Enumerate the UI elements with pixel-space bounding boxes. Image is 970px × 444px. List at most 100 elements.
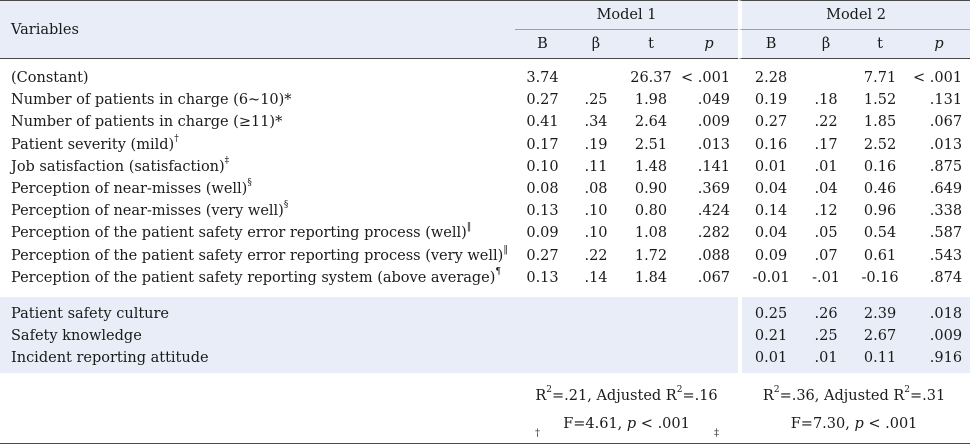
- m2-cell: .013: [929, 136, 963, 153]
- m2-cell: 0.16: [863, 158, 897, 175]
- m1-cell: 0.90: [634, 181, 668, 198]
- m2-cell: 0.27: [738, 111, 800, 134]
- m1-cell: < .001: [681, 70, 731, 87]
- table-row: Perception of the patient safety error r…: [0, 244, 970, 267]
- m2-cell: .22: [814, 114, 838, 131]
- m1-cell: .013: [697, 136, 731, 153]
- m1-cell: 1.48: [634, 158, 668, 175]
- model2-f: F=7.30, p < .001: [738, 409, 970, 444]
- footnote-mark: †: [174, 133, 179, 144]
- col-beta-m1: β: [570, 29, 622, 59]
- m2-cell: 0.54: [863, 225, 897, 242]
- table-row: Perception of near-misses (well)§ 0.08 .08…: [0, 177, 970, 201]
- variable-label: (Constant): [0, 67, 515, 89]
- m1-cell: 2.51: [634, 136, 668, 153]
- footnote-mark: ‖: [503, 244, 508, 255]
- m1-cell: .049: [697, 92, 731, 109]
- m2-cell: 7.71: [863, 70, 897, 87]
- variable-label: Number of patients in charge (6~10)*: [0, 89, 515, 111]
- col-beta-m2: β: [800, 29, 853, 59]
- m1-cell: 1.98: [634, 92, 668, 109]
- m1-cell: 0.80: [634, 203, 668, 220]
- footnote-mark: §: [247, 178, 252, 189]
- m1-cell: .424: [697, 203, 731, 220]
- table-row: Number of patients in charge (≥11)* 0.41.…: [0, 111, 970, 134]
- col-t-m1: t: [622, 29, 680, 59]
- m2-cell: 0.96: [863, 203, 897, 220]
- m1-empty-cell: [570, 346, 622, 373]
- m2-cell: 0.11: [852, 346, 909, 373]
- m1-cell: .141: [697, 158, 731, 175]
- variable-text: Perception of the patient safety error r…: [11, 225, 467, 242]
- m1-cell: 0.27: [526, 247, 559, 264]
- m2-cell: .01: [814, 158, 838, 175]
- footnote-mark: §: [283, 200, 289, 211]
- footnote-mark: ‡: [224, 155, 230, 166]
- block2-rows: Patient safety culture 0.25.26 2.39.018 Saf…: [0, 296, 970, 373]
- model1-header: Model 1: [515, 0, 739, 29]
- m2-cell: .018: [908, 296, 970, 325]
- m2-cell: .874: [929, 269, 963, 286]
- m1-empty-cell: [570, 324, 622, 347]
- m1-cell: .009: [697, 114, 731, 131]
- variable-label: Number of patients in charge (≥11)*: [0, 111, 515, 133]
- m1-empty-cell: [515, 296, 570, 325]
- m2-cell: 0.19: [738, 89, 800, 112]
- variable-label: Job satisfaction (satisfaction)‡: [0, 156, 515, 178]
- m1-cell: 3.74: [526, 70, 559, 87]
- col-p-m2: p: [908, 29, 970, 59]
- m1-cell: 0.08: [526, 181, 559, 198]
- table-row: Patient severity (mild)† 0.17 .19 2.51 .013 0…: [0, 133, 970, 156]
- m1-cell: 1.84: [634, 269, 668, 286]
- table-row: Perception of the patient safety error r…: [0, 222, 970, 245]
- m1-cell: 0.13: [526, 269, 559, 286]
- model-fit-row: R2=.21, Adjusted R2=.16 R2=.36, Adjusted…: [0, 381, 970, 409]
- footnote-mark: ¶: [495, 266, 502, 277]
- m2-cell: -0.16: [861, 269, 899, 286]
- col-t-m2: t: [852, 29, 909, 59]
- m2-cell: 0.21: [738, 324, 801, 347]
- m2-cell: 0.01: [738, 346, 801, 373]
- m1-cell: .369: [697, 181, 731, 198]
- variable-text: Perception of the patient safety reporti…: [11, 269, 496, 286]
- variable-label: Patient severity (mild)†: [0, 134, 515, 156]
- footnote-fragment-1: †: [535, 428, 540, 439]
- m1-cell: .10: [584, 225, 608, 242]
- variable-label: Perception of the patient safety error r…: [0, 222, 515, 244]
- m1-empty-cell: [680, 324, 739, 347]
- m1-cell: 26.37: [630, 70, 672, 87]
- table-row: Patient safety culture 0.25.26 2.39.018: [0, 296, 970, 325]
- m2-cell: .07: [814, 247, 838, 264]
- m1-cell: .282: [697, 225, 731, 242]
- variable-text: Number of patients in charge (≥11)*: [11, 114, 283, 131]
- table-row: Perception of the patient safety reporti…: [0, 266, 970, 289]
- m2-cell: 2.52: [863, 136, 897, 153]
- m2-cell: 0.01: [738, 155, 800, 178]
- block1-rows: (Constant) 3.74 26.37 < .001 2.28 7.71 < .001 N…: [0, 59, 970, 289]
- table-row: Safety knowledge 0.21.25 2.67.009: [0, 324, 970, 347]
- variable-label: Incident reporting attitude: [0, 346, 515, 373]
- m1-cell: 0.10: [526, 158, 559, 175]
- m2-cell: .26: [800, 296, 853, 325]
- variable-label: Perception of the patient safety reporti…: [0, 267, 515, 289]
- m2-cell: 2.39: [852, 296, 909, 325]
- m1-empty-cell: [622, 296, 680, 325]
- model2-fit: R2=.36, Adjusted R2=.31: [762, 384, 946, 404]
- m2-cell: 1.52: [863, 92, 897, 109]
- m2-cell: 0.04: [738, 177, 800, 201]
- m2-cell: .338: [929, 203, 963, 220]
- m2-cell: -.01: [812, 269, 841, 286]
- m2-cell: .04: [814, 181, 838, 198]
- variable-label: Perception of the patient safety error r…: [0, 245, 515, 267]
- model1-f: F=4.61, p < .001: [515, 409, 739, 444]
- m1-empty-cell: [570, 296, 622, 325]
- m1-cell: .11: [584, 158, 608, 175]
- m1-cell: .34: [584, 114, 608, 131]
- m2-cell: 0.16: [738, 133, 800, 156]
- m1-cell: .08: [584, 181, 608, 198]
- table-row: Incident reporting attitude 0.01.01 0.11.9…: [0, 346, 970, 373]
- m1-cell: .14: [584, 269, 608, 286]
- m1-empty-cell: [622, 346, 680, 373]
- m2-cell: .17: [814, 136, 838, 153]
- table-row: Perception of near-misses (very well)§ 0.…: [0, 200, 970, 223]
